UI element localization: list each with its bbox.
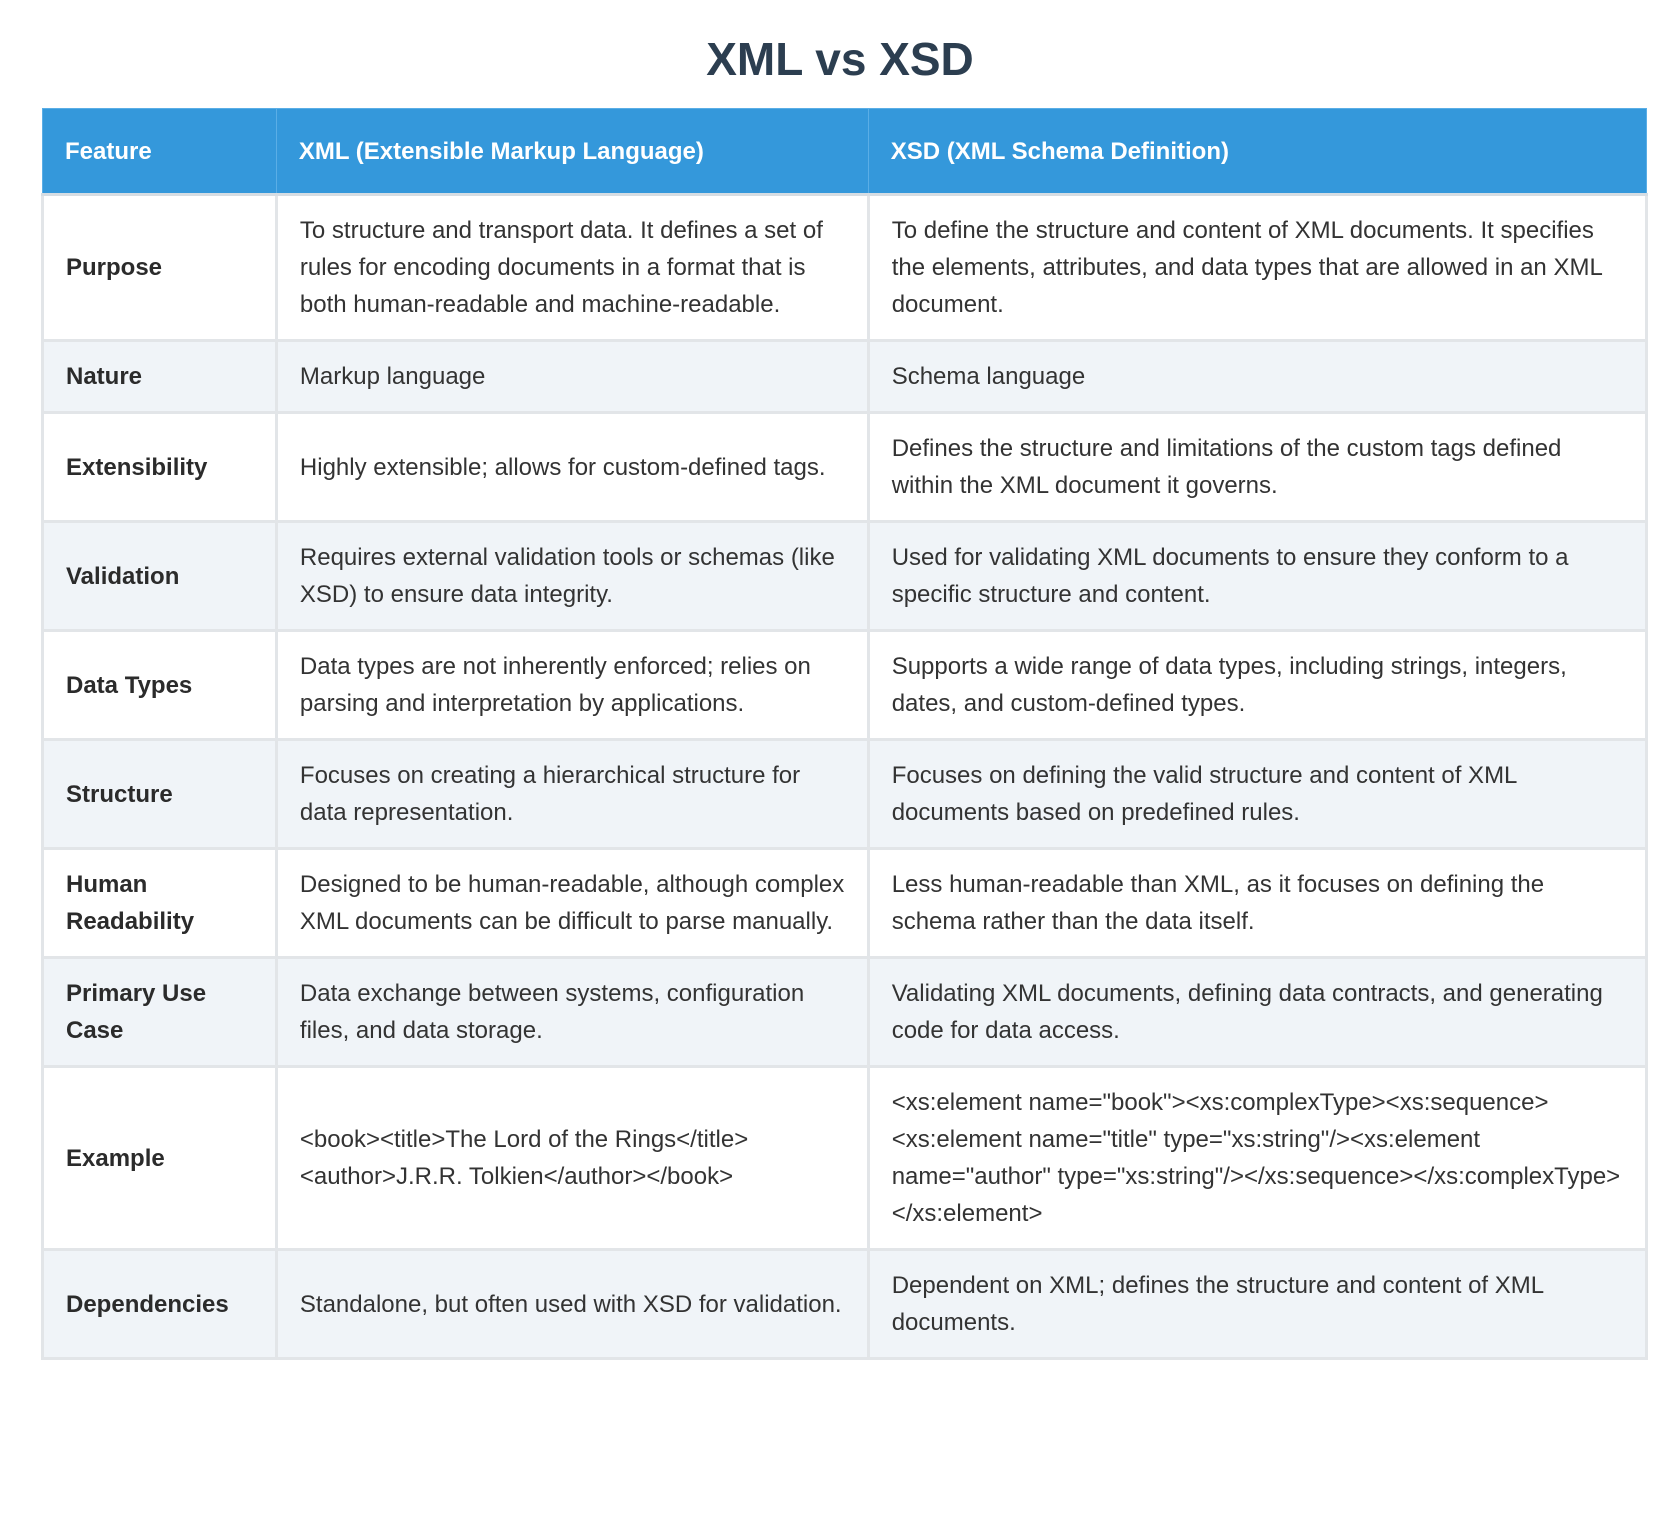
xml-cell: Highly extensible; allows for custom-def… <box>274 411 870 523</box>
xml-cell: To structure and transport data. It defi… <box>274 193 870 342</box>
table-row: Purpose To structure and transport data. … <box>41 193 1649 342</box>
table-row: Extensibility Highly extensible; allows f… <box>41 411 1649 523</box>
page-title: XML vs XSD <box>706 33 974 85</box>
header-xml: XML (Extensible Markup Language) <box>275 108 869 196</box>
table-row: Dependencies Standalone, but often used w… <box>41 1248 1649 1360</box>
xsd-cell: <xs:element name="book"><xs:complexType>… <box>866 1065 1649 1251</box>
xml-cell: Standalone, but often used with XSD for … <box>274 1248 870 1360</box>
xml-cell: Data exchange between systems, configura… <box>274 956 870 1068</box>
table-row: Nature Markup language Schema language <box>41 339 1649 414</box>
table-row: Primary Use Case Data exchange between sy… <box>41 956 1649 1068</box>
header-row: Feature XML (Extensible Markup Language)… <box>42 108 1648 196</box>
xml-cell: Requires external validation tools or sc… <box>274 520 870 632</box>
feature-cell: Nature <box>41 339 278 414</box>
comparison-table: Feature XML (Extensible Markup Language)… <box>41 108 1649 1360</box>
feature-cell: Purpose <box>41 193 278 342</box>
feature-cell: Primary Use Case <box>41 956 278 1068</box>
xsd-cell: To define the structure and content of X… <box>866 193 1649 342</box>
xml-cell: Markup language <box>274 339 870 414</box>
feature-cell: Human Readability <box>41 847 278 959</box>
xsd-cell: Defines the structure and limitations of… <box>866 411 1649 523</box>
feature-cell: Extensibility <box>41 411 278 523</box>
xsd-cell: Dependent on XML; defines the structure … <box>866 1248 1649 1360</box>
feature-cell: Structure <box>41 738 278 850</box>
feature-cell: Dependencies <box>41 1248 278 1360</box>
table-row: Human Readability Designed to be human-re… <box>41 847 1649 959</box>
table-row: Validation Requires external validation t… <box>41 520 1649 632</box>
feature-cell: Example <box>41 1065 278 1251</box>
table-row: Structure Focuses on creating a hierarchi… <box>41 738 1649 850</box>
table-row: Data Types Data types are not inherently … <box>41 629 1649 741</box>
table-row: Example <book><title>The Lord of the Ring… <box>41 1065 1649 1251</box>
feature-cell: Validation <box>41 520 278 632</box>
header-feature: Feature <box>42 108 277 196</box>
xsd-cell: Validating XML documents, defining data … <box>866 956 1649 1068</box>
xsd-cell: Supports a wide range of data types, inc… <box>866 629 1649 741</box>
xsd-cell: Schema language <box>866 339 1649 414</box>
xsd-cell: Used for validating XML documents to ens… <box>866 520 1649 632</box>
xml-cell: <book><title>The Lord of the Rings</titl… <box>274 1065 870 1251</box>
header-xsd: XSD (XML Schema Definition) <box>867 108 1648 196</box>
feature-cell: Data Types <box>41 629 278 741</box>
xsd-cell: Less human-readable than XML, as it focu… <box>866 847 1649 959</box>
xml-cell: Designed to be human-readable, although … <box>274 847 870 959</box>
xml-cell: Focuses on creating a hierarchical struc… <box>274 738 870 850</box>
xml-cell: Data types are not inherently enforced; … <box>274 629 870 741</box>
xsd-cell: Focuses on defining the valid structure … <box>866 738 1649 850</box>
